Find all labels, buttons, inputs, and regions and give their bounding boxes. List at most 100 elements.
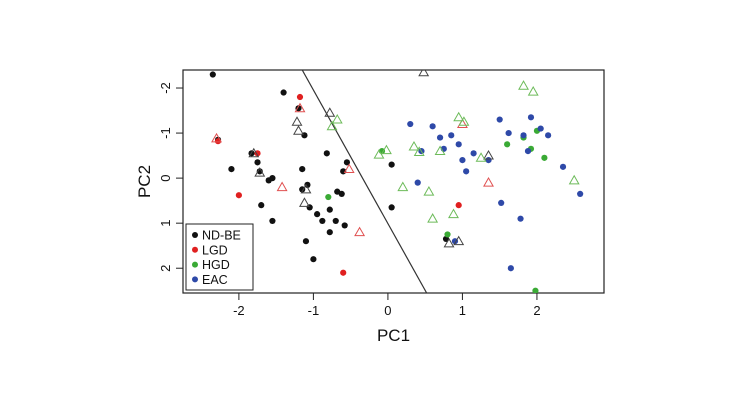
point-ndbe	[254, 159, 261, 166]
legend-marker-hgd	[192, 261, 198, 268]
point-ndbe	[258, 202, 265, 209]
point-eac	[545, 132, 552, 139]
point-ndbe	[256, 168, 263, 175]
triangle-point-lgd	[343, 163, 355, 174]
point-eac	[470, 150, 477, 157]
triangle-point-hgd	[423, 186, 435, 196]
legend-label-lgd: LGD	[202, 243, 228, 257]
plot-frame	[182, 69, 605, 294]
y-tick-label: 0	[158, 175, 173, 182]
point-ndbe	[306, 204, 313, 211]
triangle-point-ndbe	[254, 167, 266, 177]
triangle-point-ndbe	[418, 70, 430, 77]
point-eac	[517, 215, 524, 222]
point-eac	[559, 163, 567, 170]
triangle-point-hgd	[475, 152, 487, 162]
point-hgd	[325, 193, 332, 201]
point-hgd	[541, 154, 548, 161]
point-ndbe	[326, 229, 333, 236]
point-lgd	[340, 269, 347, 276]
triangle-point-ndbe	[291, 116, 303, 126]
triangle-point-hgd	[380, 144, 392, 155]
point-eac	[498, 199, 505, 206]
legend-label-eac: EAC	[202, 273, 228, 287]
point-eac	[496, 116, 503, 123]
triangle-point-ndbe	[300, 183, 312, 194]
point-ndbe	[302, 238, 310, 245]
triangle-point-lgd	[483, 177, 494, 187]
triangle-point-hgd	[408, 140, 420, 151]
point-eac	[414, 179, 421, 186]
point-eac	[459, 157, 466, 164]
point-ndbe	[269, 175, 276, 182]
triangle-point-ndbe	[248, 147, 260, 158]
point-eac	[407, 120, 414, 128]
point-hgd	[504, 141, 511, 148]
point-eac	[436, 134, 444, 141]
y-tick-label: -1	[158, 127, 173, 139]
point-eac	[577, 190, 584, 197]
triangle-point-hgd	[568, 174, 580, 185]
point-ndbe	[269, 217, 276, 225]
triangle-point-lgd	[276, 181, 288, 192]
triangle-point-lgd	[354, 226, 366, 237]
triangle-point-hgd	[448, 208, 459, 219]
triangle-point-ndbe	[324, 107, 336, 117]
triangle-point-lgd	[294, 102, 306, 113]
triangle-point-hgd	[413, 146, 425, 156]
triangle-point-hgd	[453, 111, 465, 122]
point-lgd	[455, 202, 462, 209]
legend-marker-eac	[192, 276, 198, 283]
legend-label-hgd: HGD	[202, 258, 230, 272]
point-ndbe	[341, 222, 348, 229]
y-tick-label: 2	[158, 265, 173, 272]
triangle-point-hgd	[434, 145, 446, 156]
x-tick-label: -1	[308, 303, 320, 318]
triangle-point-ndbe	[483, 149, 494, 160]
legend-label-ndbe: ND-BE	[202, 229, 241, 243]
point-ndbe	[326, 206, 333, 213]
point-eac	[537, 125, 544, 132]
point-ndbe	[280, 89, 287, 96]
y-tick-label: 1	[158, 220, 173, 227]
triangle-point-ndbe	[293, 125, 304, 135]
triangle-point-hgd	[527, 86, 539, 96]
point-ndbe	[323, 150, 330, 157]
point-ndbe	[388, 204, 395, 211]
point-ndbe	[343, 159, 351, 166]
point-eac	[520, 132, 527, 139]
triangle-point-hgd	[427, 213, 439, 223]
triangle-point-hgd	[458, 116, 470, 126]
point-lgd	[235, 192, 242, 199]
triangle-point-ndbe	[298, 197, 310, 207]
point-eac	[485, 157, 492, 164]
point-ndbe	[338, 190, 345, 197]
x-axis-title: PC1	[377, 326, 410, 345]
triangle-point-hgd	[326, 120, 338, 131]
triangle-point-hgd	[397, 181, 409, 192]
triangle-point-ndbe	[453, 235, 465, 246]
triangle-point-hgd	[331, 113, 343, 124]
point-ndbe	[299, 166, 306, 173]
point-eac	[527, 114, 535, 121]
triangle-point-hgd	[518, 80, 529, 90]
point-ndbe	[332, 217, 339, 225]
point-eac	[455, 141, 462, 148]
x-tick-label: 1	[459, 303, 466, 318]
point-ndbe	[314, 211, 321, 218]
point-ndbe	[319, 217, 326, 225]
point-hgd	[444, 231, 451, 238]
point-eac	[507, 265, 514, 272]
point-ndbe	[388, 161, 395, 168]
point-hgd	[532, 287, 539, 293]
point-eac	[448, 132, 455, 139]
x-tick-label: 0	[384, 303, 391, 318]
point-ndbe	[310, 256, 317, 263]
legend-marker-lgd	[192, 246, 198, 253]
y-tick-label: -2	[158, 82, 173, 94]
point-eac	[463, 168, 470, 175]
legend-marker-ndbe	[192, 232, 198, 238]
y-axis-title: PC2	[135, 165, 154, 198]
